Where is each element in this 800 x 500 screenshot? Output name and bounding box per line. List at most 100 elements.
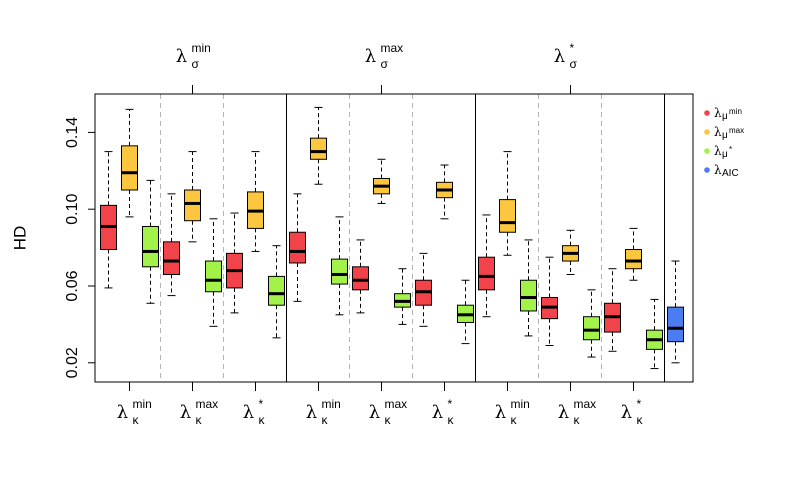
lambda-symbol: λ [558, 402, 569, 423]
lambda-subscript: κ [385, 413, 392, 427]
box-body [352, 266, 369, 291]
y-axis-title: HD [10, 226, 29, 251]
box-body [520, 279, 537, 312]
lambda-superscript: max [574, 397, 597, 411]
box-body [205, 260, 222, 293]
lambda-superscript: * [448, 397, 453, 411]
legend-subscript: μ [722, 130, 728, 141]
bottom-label-kappa-min: λ κ min [306, 397, 341, 427]
lambda-symbol: λ [369, 402, 380, 423]
legend-entry-min: λ μ min [704, 106, 742, 122]
lambda-superscript: max [385, 397, 408, 411]
plot-frame [94, 93, 694, 383]
box-min-max-star [205, 218, 222, 327]
box-body [667, 306, 684, 343]
y-tick-label: 0.10 [64, 194, 81, 225]
bottom-label-kappa-min: λ κ min [495, 397, 530, 427]
box-max-star-star [457, 279, 474, 345]
lambda-symbol: λ [621, 402, 632, 423]
bottom-label-kappa-min: λ κ min [117, 397, 152, 427]
lambda-subscript: κ [637, 413, 644, 427]
lambda-superscript: * [570, 41, 575, 55]
box-min-star-min [226, 212, 243, 314]
box-star-max-min [541, 256, 558, 347]
box-body [142, 225, 159, 268]
legend-superscript: min [729, 107, 742, 116]
legend-marker [704, 167, 710, 173]
lambda-subscript: σ [570, 57, 578, 71]
box-body [478, 256, 495, 291]
lambda-symbol: λ [180, 402, 191, 423]
box-star-star-min [604, 268, 621, 352]
box-min-star-max [247, 151, 264, 252]
lambda-subscript: σ [192, 57, 200, 71]
lambda-symbol: λ [306, 402, 317, 423]
lambda-symbol: λ [365, 46, 376, 67]
lambda-symbol: λ [495, 402, 506, 423]
lambda-superscript: max [381, 41, 404, 55]
y-tick-label: 0.02 [64, 347, 81, 378]
bottom-label-kappa-max: λ κ max [180, 397, 218, 427]
lambda-superscript: * [637, 397, 642, 411]
lambda-superscript: min [511, 397, 530, 411]
legend-marker [704, 148, 710, 154]
box-max-min-min [289, 193, 306, 302]
lambda-superscript: min [192, 41, 211, 55]
lambda-superscript: min [322, 397, 341, 411]
y-tick-label: 0.06 [64, 270, 81, 301]
legend-lambda: λ [714, 144, 722, 158]
legend-superscript: max [729, 126, 744, 135]
box-max-min-max [310, 106, 327, 185]
lambda-subscript: κ [322, 413, 329, 427]
bottom-label-kappa-*: λ κ * [621, 397, 644, 427]
plot-border [94, 93, 694, 383]
lambda-symbol: λ [243, 402, 254, 423]
box-body [310, 137, 327, 160]
bottom-label-kappa-*: λ κ * [243, 397, 266, 427]
box-body [268, 275, 285, 306]
box-max-min-star [331, 216, 348, 316]
legend-entry-max: λ μ max [704, 125, 744, 141]
lambda-subscript: κ [133, 413, 140, 427]
top-label-sigma-max: λ σ max [365, 41, 403, 71]
box-body [184, 189, 201, 222]
box-min-min-star [142, 179, 159, 304]
legend-lambda: λ [714, 125, 722, 139]
y-tick-label: 0.14 [64, 117, 81, 148]
lambda-symbol: λ [432, 402, 443, 423]
legend-marker [704, 110, 710, 116]
bottom-label-kappa-max: λ κ max [369, 397, 407, 427]
box-max-max-max [373, 158, 390, 204]
box-body [163, 241, 180, 275]
box-star-star-max [625, 227, 642, 281]
box-body [289, 231, 306, 264]
lambda-subscript: κ [448, 413, 455, 427]
legend-subscript: μ [722, 111, 728, 122]
box-min-min-max [121, 108, 138, 218]
box-max-max-star [394, 268, 411, 325]
legend-subscript: AIC [722, 168, 739, 179]
box-min-max-min [163, 193, 180, 297]
lambda-subscript: κ [196, 413, 203, 427]
lambda-symbol: λ [117, 402, 128, 423]
box-min-star-star [268, 245, 285, 339]
lambda-subscript: κ [259, 413, 266, 427]
box-body [499, 199, 516, 233]
lambda-subscript: σ [381, 57, 389, 71]
lambda-symbol: λ [554, 46, 565, 67]
lambda-superscript: * [259, 397, 264, 411]
boxes [100, 106, 684, 370]
box-body [121, 145, 138, 191]
legend-subscript: μ [722, 149, 728, 160]
box-aic-aic-aic [667, 260, 684, 364]
y-axis: HD 0.02 0.06 0.10 0.14 [10, 117, 95, 378]
box-star-min-max [499, 151, 516, 256]
legend-lambda: λ [714, 106, 722, 120]
box-star-min-star [520, 239, 537, 337]
bottom-label-kappa-*: λ κ * [432, 397, 455, 427]
lambda-superscript: min [133, 397, 152, 411]
box-body [625, 249, 642, 270]
